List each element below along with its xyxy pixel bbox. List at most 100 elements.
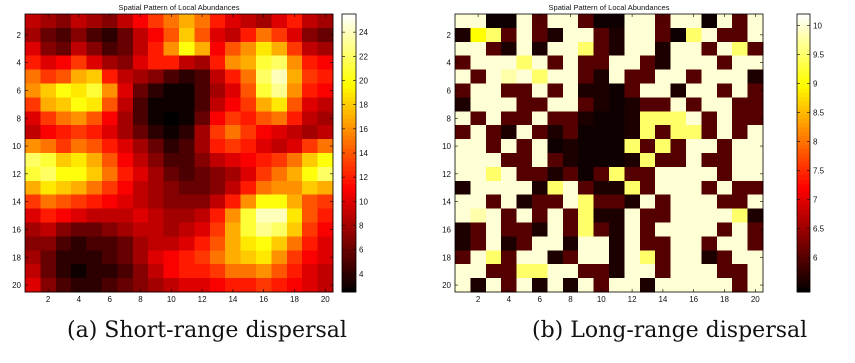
heatmap-cell — [179, 111, 195, 126]
heatmap-cell — [686, 194, 702, 209]
heatmap-cell — [470, 180, 487, 196]
heatmap-cell — [701, 236, 718, 251]
heatmap-cell — [179, 222, 195, 237]
heatmap-cell — [148, 236, 164, 251]
heatmap-cell — [40, 166, 57, 182]
heatmap-cell — [71, 166, 87, 182]
heatmap-cell — [701, 166, 718, 182]
heatmap-cell — [302, 278, 318, 293]
colorbar-segment — [342, 174, 356, 180]
heatmap-cell — [593, 111, 610, 126]
colorbar-segment — [797, 270, 810, 276]
heatmap-cell — [163, 180, 180, 196]
heatmap-cell — [55, 250, 72, 265]
colorbar-segment — [797, 179, 810, 184]
heatmap-cell — [256, 97, 272, 112]
heatmap-cell — [148, 153, 164, 168]
heatmap-cell — [701, 97, 718, 112]
heatmap-cell — [639, 69, 656, 84]
colorbar-segment — [342, 231, 356, 237]
heatmap-cell — [532, 236, 548, 251]
heatmap-cell — [732, 194, 748, 209]
heatmap-cell — [286, 222, 303, 237]
heatmap-cell — [86, 250, 103, 265]
heatmap-cell — [639, 125, 656, 140]
heatmap-cell — [747, 153, 764, 168]
y-tick-label: 18 — [12, 253, 21, 262]
heatmap-cell — [194, 41, 211, 57]
heatmap-cell — [562, 194, 579, 209]
heatmap-cell — [148, 250, 164, 265]
heatmap-cell — [747, 27, 764, 43]
heatmap-cell — [209, 55, 226, 70]
heatmap-cell — [225, 27, 241, 43]
heatmap-cell — [624, 208, 641, 223]
heatmap-cell — [225, 111, 241, 126]
heatmap-cell — [286, 55, 303, 70]
heatmap-cell — [639, 222, 656, 237]
heatmap-cell — [225, 264, 241, 279]
heatmap-cell — [593, 14, 610, 29]
heatmap-cell — [102, 111, 118, 126]
heatmap-cell — [532, 208, 548, 223]
heatmap-cell — [562, 69, 579, 84]
heatmap-cell — [271, 27, 288, 43]
colorbar-segment — [342, 270, 356, 276]
heatmap-cell — [102, 69, 118, 84]
heatmap-cell — [547, 55, 564, 70]
heatmap-cell — [455, 111, 471, 126]
heatmap-cell — [732, 153, 748, 168]
heatmap-cell — [302, 153, 318, 168]
heatmap-cell — [25, 166, 41, 182]
heatmap-cell — [194, 27, 211, 43]
heatmap-cell — [686, 236, 702, 251]
heatmap-cell — [117, 166, 134, 182]
colorbar-tick-label: 4 — [359, 270, 364, 279]
heatmap-cell — [55, 222, 72, 237]
heatmap-cell — [532, 264, 548, 279]
heatmap-cell — [71, 194, 87, 209]
heatmap-cell — [732, 14, 748, 29]
colorbar-segment — [797, 278, 810, 284]
colorbar-segment — [797, 153, 810, 158]
heatmap-cell — [71, 69, 87, 84]
heatmap-cell — [485, 69, 502, 84]
heatmap-cell — [470, 278, 487, 293]
heatmap-cell — [179, 83, 195, 98]
heatmap-cell — [686, 153, 702, 168]
heatmap-cell — [455, 139, 471, 154]
colorbar-segment — [342, 209, 356, 215]
heatmap-cell — [578, 139, 594, 154]
colorbar-segment — [342, 261, 356, 267]
colorbar-segment — [797, 231, 810, 237]
heatmap-cell — [501, 278, 517, 293]
heatmap-cell — [516, 264, 533, 279]
heatmap-cell — [686, 250, 702, 265]
colorbar-segment — [342, 192, 356, 197]
heatmap-cell — [732, 166, 748, 182]
heatmap-cell — [163, 236, 180, 251]
heatmap-cell — [317, 180, 334, 196]
heatmap-cell — [102, 180, 118, 196]
heatmap-cell — [562, 14, 579, 29]
heatmap-cell — [148, 166, 164, 182]
colorbar-tick-label: 7 — [813, 195, 818, 204]
colorbar-segment — [342, 74, 356, 80]
heatmap-cell — [716, 41, 733, 57]
heatmap-cell — [639, 139, 656, 154]
heatmap-cell — [686, 125, 702, 140]
heatmap-cell — [117, 222, 134, 237]
heatmap-cell — [578, 55, 594, 70]
heatmap-cell — [71, 278, 87, 293]
heatmap-cell — [86, 236, 103, 251]
heatmap-cell — [516, 14, 533, 29]
heatmap-cell — [609, 55, 625, 70]
heatmap-cell — [701, 264, 718, 279]
heatmap-cell — [593, 278, 610, 293]
heatmap-cell — [747, 97, 764, 112]
x-tick-label: 6 — [537, 295, 542, 304]
heatmap-cell — [302, 166, 318, 182]
heatmap-cell — [102, 97, 118, 112]
colorbar-segment — [797, 126, 810, 132]
heatmap-cell — [86, 14, 103, 29]
